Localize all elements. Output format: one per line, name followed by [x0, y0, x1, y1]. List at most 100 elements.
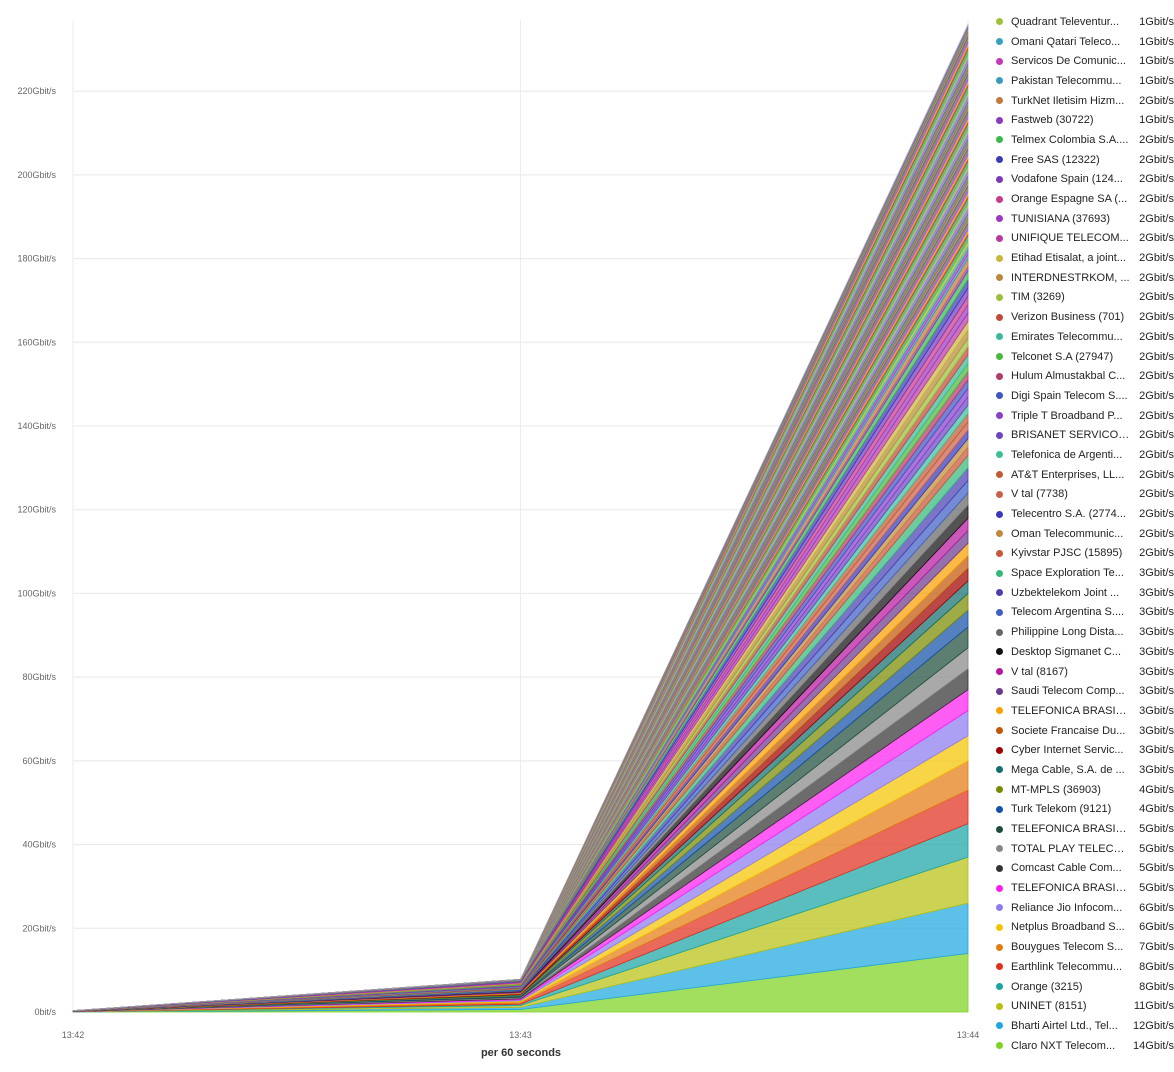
y-tick-label: 0bit/s: [34, 1007, 56, 1017]
legend-item[interactable]: TUNISIANA (37693) 2Gbit/s: [990, 209, 1174, 229]
legend-swatch-icon: [996, 372, 1003, 380]
legend-label: Servicos De Comunic...: [1011, 55, 1126, 68]
legend-label: Etihad Etisalat, a joint...: [1011, 252, 1126, 265]
y-tick-label: 180Gbit/s: [17, 254, 56, 264]
legend-item[interactable]: Mega Cable, S.A. de ... 3Gbit/s: [990, 760, 1174, 780]
legend-item[interactable]: Reliance Jio Infocom... 6Gbit/s: [990, 898, 1174, 918]
legend-item[interactable]: Verizon Business (701) 2Gbit/s: [990, 307, 1174, 327]
legend-value: 3Gbit/s: [1139, 763, 1174, 776]
grid-lines: [72, 20, 969, 1013]
legend-item[interactable]: Servicos De Comunic... 1Gbit/s: [990, 51, 1174, 71]
legend-label: Orange (3215): [1011, 980, 1083, 993]
legend-item[interactable]: Saudi Telecom Comp... 3Gbit/s: [990, 681, 1174, 701]
legend-item[interactable]: Digi Spain Telecom S.... 2Gbit/s: [990, 386, 1174, 406]
legend-item[interactable]: Earthlink Telecommu... 8Gbit/s: [990, 957, 1174, 977]
legend-item[interactable]: Telconet S.A (27947) 2Gbit/s: [990, 347, 1174, 367]
legend-item[interactable]: UNIFIQUE TELECOM... 2Gbit/s: [990, 229, 1174, 249]
legend-item[interactable]: BRISANET SERVICOS... 2Gbit/s: [990, 425, 1174, 445]
legend-value: 5Gbit/s: [1139, 862, 1174, 875]
legend-item[interactable]: TELEFONICA BRASIL ... 5Gbit/s: [990, 878, 1174, 898]
legend-swatch-icon: [996, 471, 1003, 479]
legend-item[interactable]: Netplus Broadband S... 6Gbit/s: [990, 918, 1174, 938]
legend-item[interactable]: Bharti Airtel Ltd., Tel... 12Gbit/s: [990, 1016, 1174, 1036]
legend-item[interactable]: Telefonica de Argenti... 2Gbit/s: [990, 445, 1174, 465]
legend-item[interactable]: Hulum Almustakbal C... 2Gbit/s: [990, 366, 1174, 386]
legend-swatch-icon: [996, 412, 1003, 420]
legend-item[interactable]: Triple T Broadband P... 2Gbit/s: [990, 406, 1174, 426]
legend-item[interactable]: Omani Qatari Teleco... 1Gbit/s: [990, 32, 1174, 52]
legend-item[interactable]: TurkNet Iletisim Hizm... 2Gbit/s: [990, 91, 1174, 111]
legend-value: 2Gbit/s: [1139, 252, 1174, 265]
legend-item[interactable]: TIM (3269) 2Gbit/s: [990, 288, 1174, 308]
legend-item[interactable]: Pakistan Telecommu... 1Gbit/s: [990, 71, 1174, 91]
legend-label: Hulum Almustakbal C...: [1011, 370, 1126, 383]
legend-swatch-icon: [996, 254, 1003, 262]
legend-item[interactable]: Uzbektelekom Joint ... 3Gbit/s: [990, 583, 1174, 603]
legend-item[interactable]: Kyivstar PJSC (15895) 2Gbit/s: [990, 544, 1174, 564]
legend-item[interactable]: Desktop Sigmanet C... 3Gbit/s: [990, 642, 1174, 662]
legend-swatch-icon: [996, 608, 1003, 616]
legend-item[interactable]: UNINET (8151) 11Gbit/s: [990, 996, 1174, 1016]
legend-label: UNINET (8151): [1011, 1000, 1087, 1013]
legend-value: 14Gbit/s: [1133, 1039, 1174, 1052]
legend-swatch-icon: [996, 1002, 1003, 1010]
legend-label: TELEFONICA BRASIL ...: [1011, 823, 1130, 836]
area-series-group: [72, 240, 969, 1013]
legend-item[interactable]: Etihad Etisalat, a joint... 2Gbit/s: [990, 248, 1174, 268]
legend-value: 4Gbit/s: [1139, 803, 1174, 816]
legend-swatch-icon: [996, 38, 1003, 46]
legend-item[interactable]: Telecentro S.A. (2774... 2Gbit/s: [990, 504, 1174, 524]
legend-item[interactable]: Orange Espagne SA (... 2Gbit/s: [990, 189, 1174, 209]
x-tick-label: 13:42: [62, 1030, 85, 1040]
legend-label: Philippine Long Dista...: [1011, 626, 1124, 639]
legend-item[interactable]: Societe Francaise Du... 3Gbit/s: [990, 721, 1174, 741]
legend-value: 8Gbit/s: [1139, 980, 1174, 993]
legend-item[interactable]: Cyber Internet Servic... 3Gbit/s: [990, 740, 1174, 760]
legend-item[interactable]: Telecom Argentina S.... 3Gbit/s: [990, 603, 1174, 623]
legend-label: Saudi Telecom Comp...: [1011, 685, 1125, 698]
legend-item[interactable]: Turk Telekom (9121) 4Gbit/s: [990, 800, 1174, 820]
legend-swatch-icon: [996, 904, 1003, 912]
legend-item[interactable]: V tal (8167) 3Gbit/s: [990, 662, 1174, 682]
legend-item[interactable]: Quadrant Televentur... 1Gbit/s: [990, 12, 1174, 32]
legend-item[interactable]: Orange (3215) 8Gbit/s: [990, 977, 1174, 997]
legend-item[interactable]: AT&T Enterprises, LL... 2Gbit/s: [990, 465, 1174, 485]
legend-item[interactable]: Comcast Cable Com... 5Gbit/s: [990, 859, 1174, 879]
legend-value: 2Gbit/s: [1139, 212, 1174, 225]
legend-label: TELEFONICA BRASIL ...: [1011, 704, 1130, 717]
legend-label: Emirates Telecommu...: [1011, 330, 1123, 343]
legend-label: Bharti Airtel Ltd., Tel...: [1011, 1019, 1118, 1032]
legend-item[interactable]: INTERDNESTRKOM, ... 2Gbit/s: [990, 268, 1174, 288]
legend-item[interactable]: Oman Telecommunic... 2Gbit/s: [990, 524, 1174, 544]
legend-value: 2Gbit/s: [1139, 133, 1174, 146]
legend-swatch-icon: [996, 97, 1003, 105]
legend-label: Cyber Internet Servic...: [1011, 744, 1124, 757]
legend-item[interactable]: Free SAS (12322) 2Gbit/s: [990, 150, 1174, 170]
legend-item[interactable]: Telmex Colombia S.A.... 2Gbit/s: [990, 130, 1174, 150]
legend-item[interactable]: Emirates Telecommu... 2Gbit/s: [990, 327, 1174, 347]
legend-item[interactable]: MT-MPLS (36903) 4Gbit/s: [990, 780, 1174, 800]
legend-item[interactable]: TOTAL PLAY TELECO... 5Gbit/s: [990, 839, 1174, 859]
legend-item[interactable]: Space Exploration Te... 3Gbit/s: [990, 563, 1174, 583]
legend-swatch-icon: [996, 215, 1003, 223]
legend-value: 2Gbit/s: [1139, 311, 1174, 324]
legend-item[interactable]: TELEFONICA BRASIL ... 3Gbit/s: [990, 701, 1174, 721]
legend-item[interactable]: Bouygues Telecom S... 7Gbit/s: [990, 937, 1174, 957]
legend-value: 3Gbit/s: [1139, 744, 1174, 757]
x-tick-label: 13:43: [509, 1030, 532, 1040]
legend-item[interactable]: TELEFONICA BRASIL ... 5Gbit/s: [990, 819, 1174, 839]
legend-item[interactable]: Philippine Long Dista... 3Gbit/s: [990, 622, 1174, 642]
legend-item[interactable]: Claro NXT Telecom... 14Gbit/s: [990, 1036, 1174, 1056]
x-tick-label: 13:44: [957, 1030, 980, 1040]
legend-swatch-icon: [996, 864, 1003, 872]
legend-value: 1Gbit/s: [1139, 15, 1174, 28]
legend-value: 2Gbit/s: [1139, 330, 1174, 343]
legend-value: 1Gbit/s: [1139, 55, 1174, 68]
legend-value: 2Gbit/s: [1139, 291, 1174, 304]
legend-swatch-icon: [996, 18, 1003, 26]
legend-item[interactable]: Vodafone Spain (124... 2Gbit/s: [990, 170, 1174, 190]
legend-item[interactable]: V tal (7738) 2Gbit/s: [990, 485, 1174, 505]
y-tick-label: 160Gbit/s: [17, 337, 56, 347]
legend-item[interactable]: Fastweb (30722) 1Gbit/s: [990, 110, 1174, 130]
legend-swatch-icon: [996, 687, 1003, 695]
